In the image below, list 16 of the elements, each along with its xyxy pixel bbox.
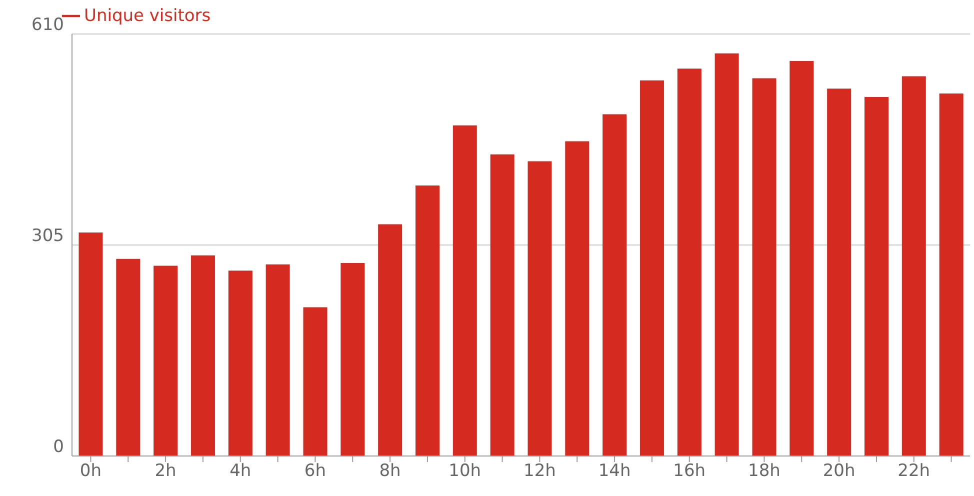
x-tick-label: 22h: [898, 461, 930, 482]
x-tick-label: 20h: [822, 461, 856, 482]
x-tick-label: 18h: [748, 461, 780, 482]
x-tick-label: 6h: [304, 461, 326, 482]
y-tick-label: 610: [32, 15, 64, 36]
x-tick-label: 14h: [598, 461, 631, 482]
y-tick-label: 305: [32, 226, 64, 246]
x-tick-label: 12h: [524, 461, 556, 482]
x-tick-label: 10h: [448, 461, 482, 482]
x-tick-label: 8h: [379, 461, 401, 482]
y-tick-label: 0: [53, 437, 64, 458]
x-tick-label: 0h: [80, 461, 102, 482]
legend-label: Unique visitors: [84, 6, 211, 26]
x-tick-label: 16h: [673, 461, 706, 482]
x-tick-label: 2h: [154, 461, 176, 482]
x-tick-label: 4h: [230, 461, 252, 482]
